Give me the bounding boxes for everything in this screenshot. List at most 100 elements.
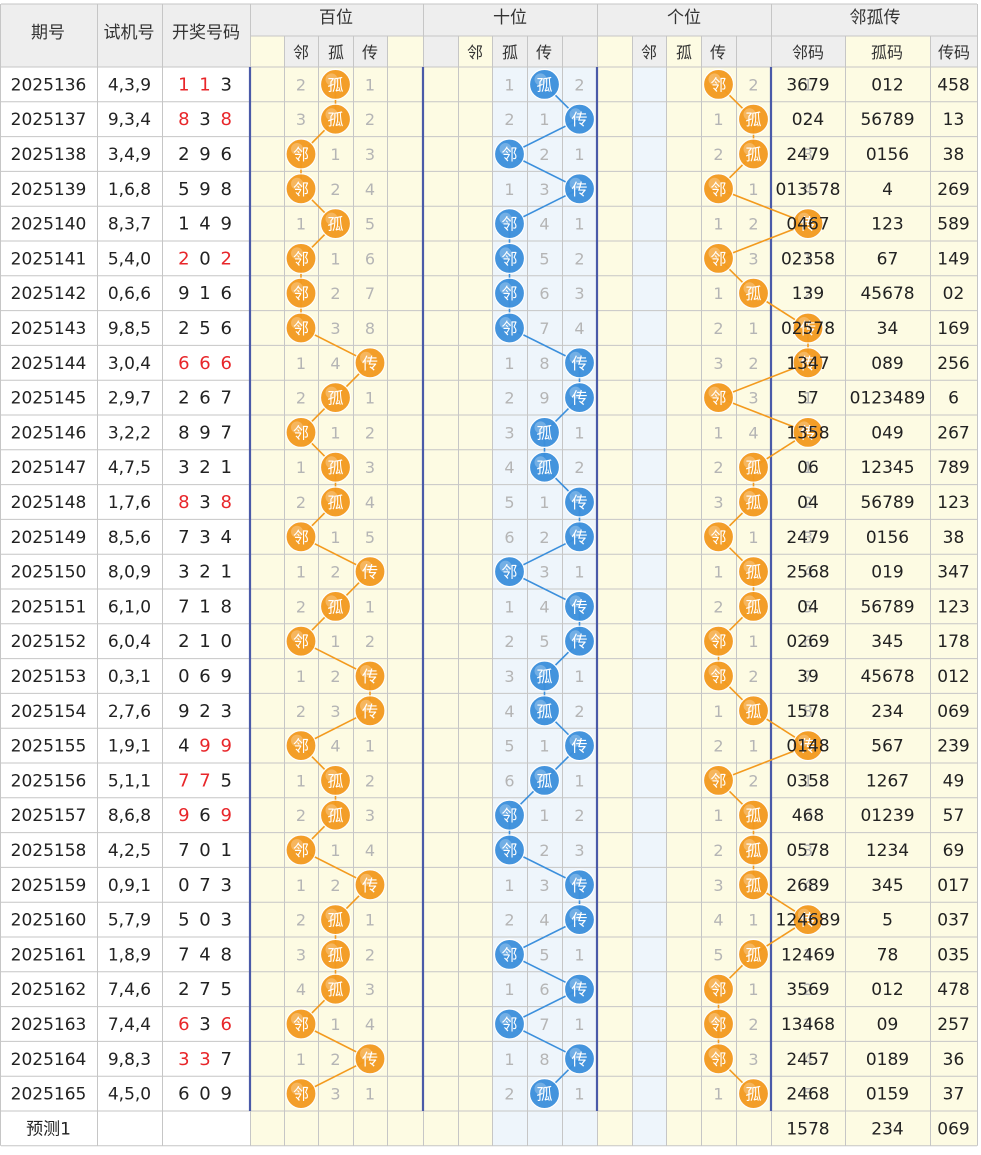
draw-digit: 2 bbox=[178, 144, 191, 165]
test-number-cell: 4,3,9 bbox=[108, 75, 151, 95]
units-miss-count: 1 bbox=[748, 911, 758, 930]
draw-digit: 3 bbox=[192, 492, 213, 513]
period-cell: 2025156 bbox=[11, 771, 87, 791]
lin-code-cell: 0148 bbox=[786, 737, 829, 757]
hundreds-ball-label: 孤 bbox=[327, 75, 343, 94]
tens-ball-label: 传 bbox=[571, 980, 587, 999]
hundreds-miss-count: 4 bbox=[365, 493, 375, 512]
hundreds-hit-ball bbox=[285, 834, 317, 866]
tens-ball-label: 传 bbox=[571, 876, 587, 895]
period-cell: 2025136 bbox=[11, 75, 87, 95]
chuan-code-cell: 347 bbox=[937, 563, 969, 583]
draw-digit: 9 bbox=[213, 805, 234, 826]
units-ball-label: 孤 bbox=[745, 493, 761, 512]
header-hundreds: 百位 bbox=[319, 8, 353, 28]
tens-ball-gloss bbox=[499, 317, 512, 329]
hundreds-ball-gloss bbox=[291, 421, 303, 434]
hundreds-ball-label: 孤 bbox=[327, 806, 343, 825]
tens-ball-label: 孤 bbox=[536, 423, 552, 442]
period-cell: 2025150 bbox=[11, 563, 87, 583]
units-ball-label: 传 bbox=[800, 215, 816, 234]
hundreds-ball-gloss bbox=[360, 1047, 372, 1060]
units-ball-gloss bbox=[743, 873, 756, 886]
period-cell: 2025152 bbox=[11, 632, 87, 652]
units-hit-ball bbox=[792, 312, 824, 344]
gu-code-cell: 123 bbox=[871, 215, 903, 235]
test-number-cell: 3,2,2 bbox=[108, 423, 151, 443]
header-u-gu: 孤 bbox=[676, 43, 692, 62]
hundreds-miss-count: 3 bbox=[330, 1085, 340, 1104]
units-ball-gloss bbox=[708, 247, 721, 260]
units-ball-label: 邻 bbox=[710, 1050, 726, 1069]
hundreds-miss-count: 1 bbox=[365, 737, 375, 756]
units-miss-count: 1 bbox=[803, 458, 813, 477]
tens-hit-ball bbox=[528, 416, 561, 448]
units-ball-label: 邻 bbox=[710, 1015, 726, 1034]
tens-miss-count: 4 bbox=[539, 911, 549, 930]
tens-miss-count: 3 bbox=[504, 667, 514, 686]
units-miss-count: 2 bbox=[713, 841, 723, 860]
gu-code-cell: 0156 bbox=[866, 145, 909, 165]
forecast-label: 预测1 bbox=[26, 1119, 71, 1139]
hundreds-ball-label: 孤 bbox=[327, 493, 343, 512]
header-units: 个位 bbox=[667, 8, 701, 28]
units-ball-label: 传 bbox=[800, 737, 816, 756]
period-cell: 2025143 bbox=[11, 319, 87, 339]
tens-miss-count: 1 bbox=[539, 806, 549, 825]
tens-ball-gloss bbox=[499, 943, 512, 956]
lin-code-cell: 3569 bbox=[786, 980, 829, 1000]
tens-ball-label: 传 bbox=[571, 180, 587, 199]
tens-ball-gloss bbox=[569, 908, 582, 921]
draw-number-cell: 6 6 6 bbox=[178, 353, 234, 374]
units-miss-count: 1 bbox=[713, 284, 723, 303]
tens-ball-gloss bbox=[534, 456, 547, 469]
units-ball-label: 孤 bbox=[745, 145, 761, 164]
units-ball-gloss bbox=[743, 143, 756, 155]
table-row: 2025157 8,6,8 9 6 9 2 孤 3 邻 1 2 1 孤 2468 01239 57 bbox=[11, 799, 964, 831]
tens-miss-count: 2 bbox=[504, 1085, 514, 1104]
tens-hit-ball bbox=[563, 869, 596, 901]
hundreds-ball-label: 孤 bbox=[327, 597, 343, 616]
draw-number-cell: 6 3 6 bbox=[178, 1014, 234, 1035]
hundreds-miss-count: 3 bbox=[365, 145, 375, 164]
tens-miss-count: 1 bbox=[574, 563, 584, 582]
tens-hit-ball bbox=[563, 382, 596, 414]
lin-code-cell: 2479 bbox=[786, 528, 829, 548]
hundreds-hit-ball bbox=[319, 764, 352, 797]
hundreds-miss-count: 1 bbox=[330, 1015, 340, 1034]
header-t-lin: 邻 bbox=[467, 43, 483, 62]
tens-miss-count: 2 bbox=[539, 145, 549, 164]
gu-code-cell: 1234 bbox=[866, 841, 909, 861]
units-ball-gloss bbox=[708, 1013, 721, 1025]
hundreds-ball-label: 传 bbox=[362, 563, 378, 582]
units-miss-count: 4 bbox=[803, 180, 813, 199]
hundreds-ball-label: 邻 bbox=[293, 423, 309, 442]
hundreds-miss-count: 2 bbox=[330, 1050, 340, 1069]
units-ball-label: 孤 bbox=[745, 841, 761, 860]
draw-digit: 0 bbox=[192, 840, 213, 861]
gu-code-cell: 1267 bbox=[866, 771, 909, 791]
header-test: 试机号 bbox=[104, 23, 155, 43]
units-miss-count: 2 bbox=[748, 1015, 758, 1034]
tens-ball-gloss bbox=[534, 1082, 547, 1095]
units-ball-gloss bbox=[798, 317, 810, 329]
units-ball-label: 孤 bbox=[745, 110, 761, 129]
hundreds-ball-label: 邻 bbox=[293, 632, 309, 651]
draw-digit: 3 bbox=[178, 1049, 191, 1070]
chuan-code-cell: 035 bbox=[937, 945, 969, 965]
tens-hit-ball bbox=[563, 903, 596, 936]
test-number-cell: 1,8,9 bbox=[108, 945, 151, 965]
tens-ball-gloss bbox=[534, 699, 547, 712]
draw-digit: 7 bbox=[192, 875, 213, 896]
draw-digit: 7 bbox=[178, 770, 191, 791]
tens-hit-ball bbox=[563, 521, 596, 553]
panel-column-bg bbox=[597, 36, 632, 1146]
draw-digit: 5 bbox=[213, 979, 234, 1000]
units-ball-label: 孤 bbox=[745, 284, 761, 303]
hundreds-miss-count: 1 bbox=[330, 528, 340, 547]
